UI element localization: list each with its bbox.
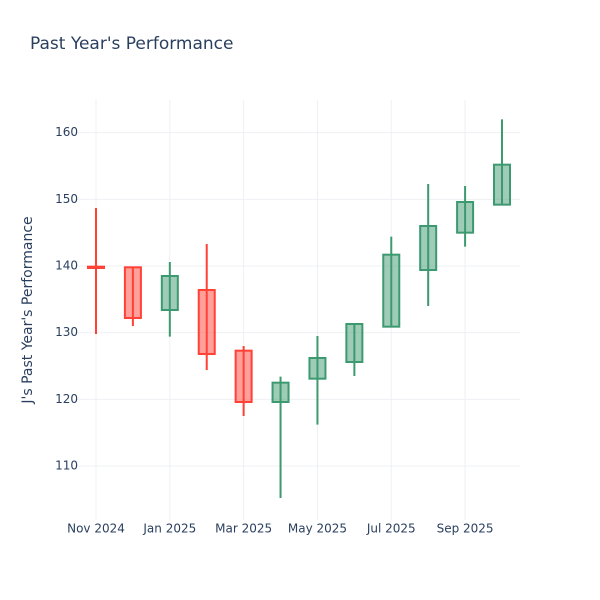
x-tick-label: Mar 2025 bbox=[215, 522, 272, 536]
candle-body bbox=[419, 225, 438, 271]
y-axis-label: J's Past Year's Performance bbox=[20, 216, 36, 404]
candle-body bbox=[382, 253, 401, 328]
y-tick-label: 140 bbox=[55, 259, 78, 273]
candle-body bbox=[271, 381, 290, 403]
candle-body bbox=[308, 357, 327, 380]
candle-body bbox=[197, 289, 216, 355]
y-tick-label: 130 bbox=[55, 325, 78, 339]
candle-body bbox=[234, 349, 253, 403]
y-tick-label: 150 bbox=[55, 192, 78, 206]
candle-body bbox=[160, 275, 179, 311]
chart-title: Past Year's Performance bbox=[30, 34, 234, 54]
candle-body bbox=[456, 201, 475, 234]
x-tick-label: Nov 2024 bbox=[67, 522, 125, 536]
y-tick-label: 120 bbox=[55, 392, 78, 406]
candle-body bbox=[123, 266, 142, 320]
candle-body bbox=[345, 323, 364, 363]
x-tick-label: Jul 2025 bbox=[366, 522, 416, 536]
candle-body bbox=[87, 265, 105, 269]
x-tick-label: Jan 2025 bbox=[142, 522, 196, 536]
candle-body bbox=[493, 163, 511, 206]
x-tick-label: May 2025 bbox=[288, 522, 347, 536]
y-tick-label: 110 bbox=[55, 459, 78, 473]
y-tick-label: 160 bbox=[55, 125, 78, 139]
x-tick-label: Sep 2025 bbox=[437, 522, 494, 536]
